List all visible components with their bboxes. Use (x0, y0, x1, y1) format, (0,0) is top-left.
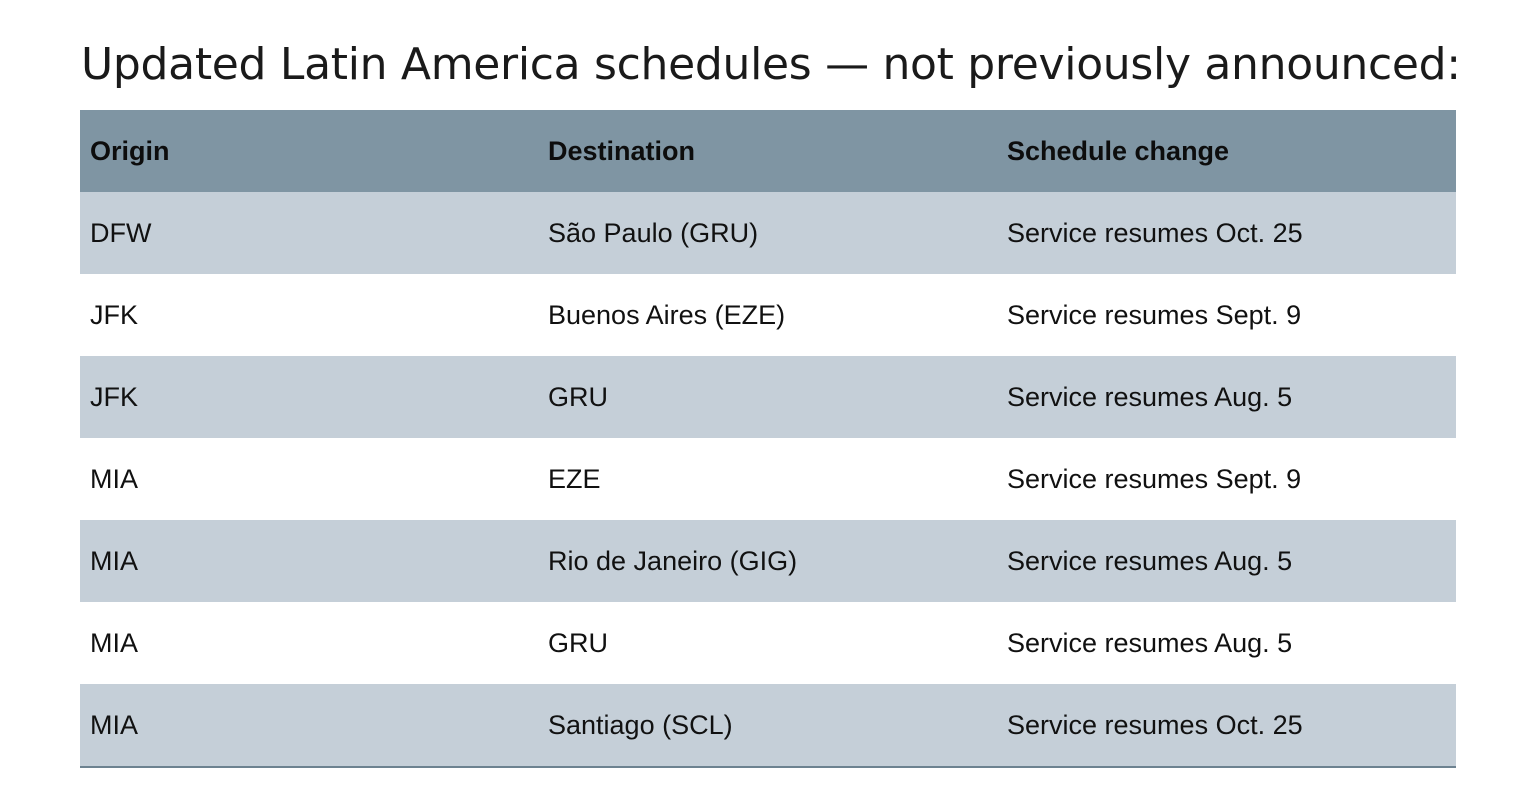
origin-cell: MIA (90, 545, 139, 576)
schedule-change-cell: Service resumes Aug. 5 (1007, 381, 1293, 412)
table-row: MIA EZE Service resumes Sept. 9 (80, 438, 1456, 520)
origin-cell: MIA (90, 463, 139, 494)
table-header-row: Origin Destination Schedule change (80, 110, 1456, 192)
schedule-change-cell: Service resumes Aug. 5 (1007, 627, 1293, 658)
table-row: MIA Santiago (SCL) Service resumes Oct. … (80, 684, 1456, 768)
destination-cell: EZE (548, 463, 601, 494)
schedule-change-cell: Service resumes Sept. 9 (1007, 463, 1302, 494)
destination-cell: Buenos Aires (EZE) (548, 299, 786, 330)
page-title: Updated Latin America schedules — not pr… (81, 39, 1461, 90)
column-header-destination: Destination (548, 135, 696, 166)
schedule-change-cell: Service resumes Aug. 5 (1007, 545, 1293, 576)
table-row: JFK GRU Service resumes Aug. 5 (80, 356, 1456, 438)
table-row: MIA GRU Service resumes Aug. 5 (80, 602, 1456, 684)
column-header-schedule-change: Schedule change (1007, 135, 1230, 166)
origin-cell: JFK (90, 299, 139, 330)
destination-cell: Rio de Janeiro (GIG) (548, 545, 798, 576)
destination-cell: GRU (548, 381, 608, 412)
origin-cell: JFK (90, 381, 139, 412)
destination-cell: GRU (548, 627, 608, 658)
schedule-change-cell: Service resumes Oct. 25 (1007, 217, 1303, 248)
destination-cell: São Paulo (GRU) (548, 217, 759, 248)
table-row: MIA Rio de Janeiro (GIG) Service resumes… (80, 520, 1456, 602)
table-row: DFW São Paulo (GRU) Service resumes Oct.… (80, 192, 1456, 274)
schedule-change-cell: Service resumes Oct. 25 (997, 684, 1456, 768)
destination-cell: Santiago (SCL) (538, 684, 997, 768)
column-header-origin: Origin (90, 135, 170, 166)
origin-cell: MIA (80, 684, 538, 768)
origin-cell: MIA (90, 627, 139, 658)
table-row: JFK Buenos Aires (EZE) Service resumes S… (80, 274, 1456, 356)
schedule-change-cell: Service resumes Sept. 9 (1007, 299, 1302, 330)
schedule-table: Origin Destination Schedule change DFW S… (80, 110, 1456, 768)
origin-cell: DFW (90, 217, 152, 248)
